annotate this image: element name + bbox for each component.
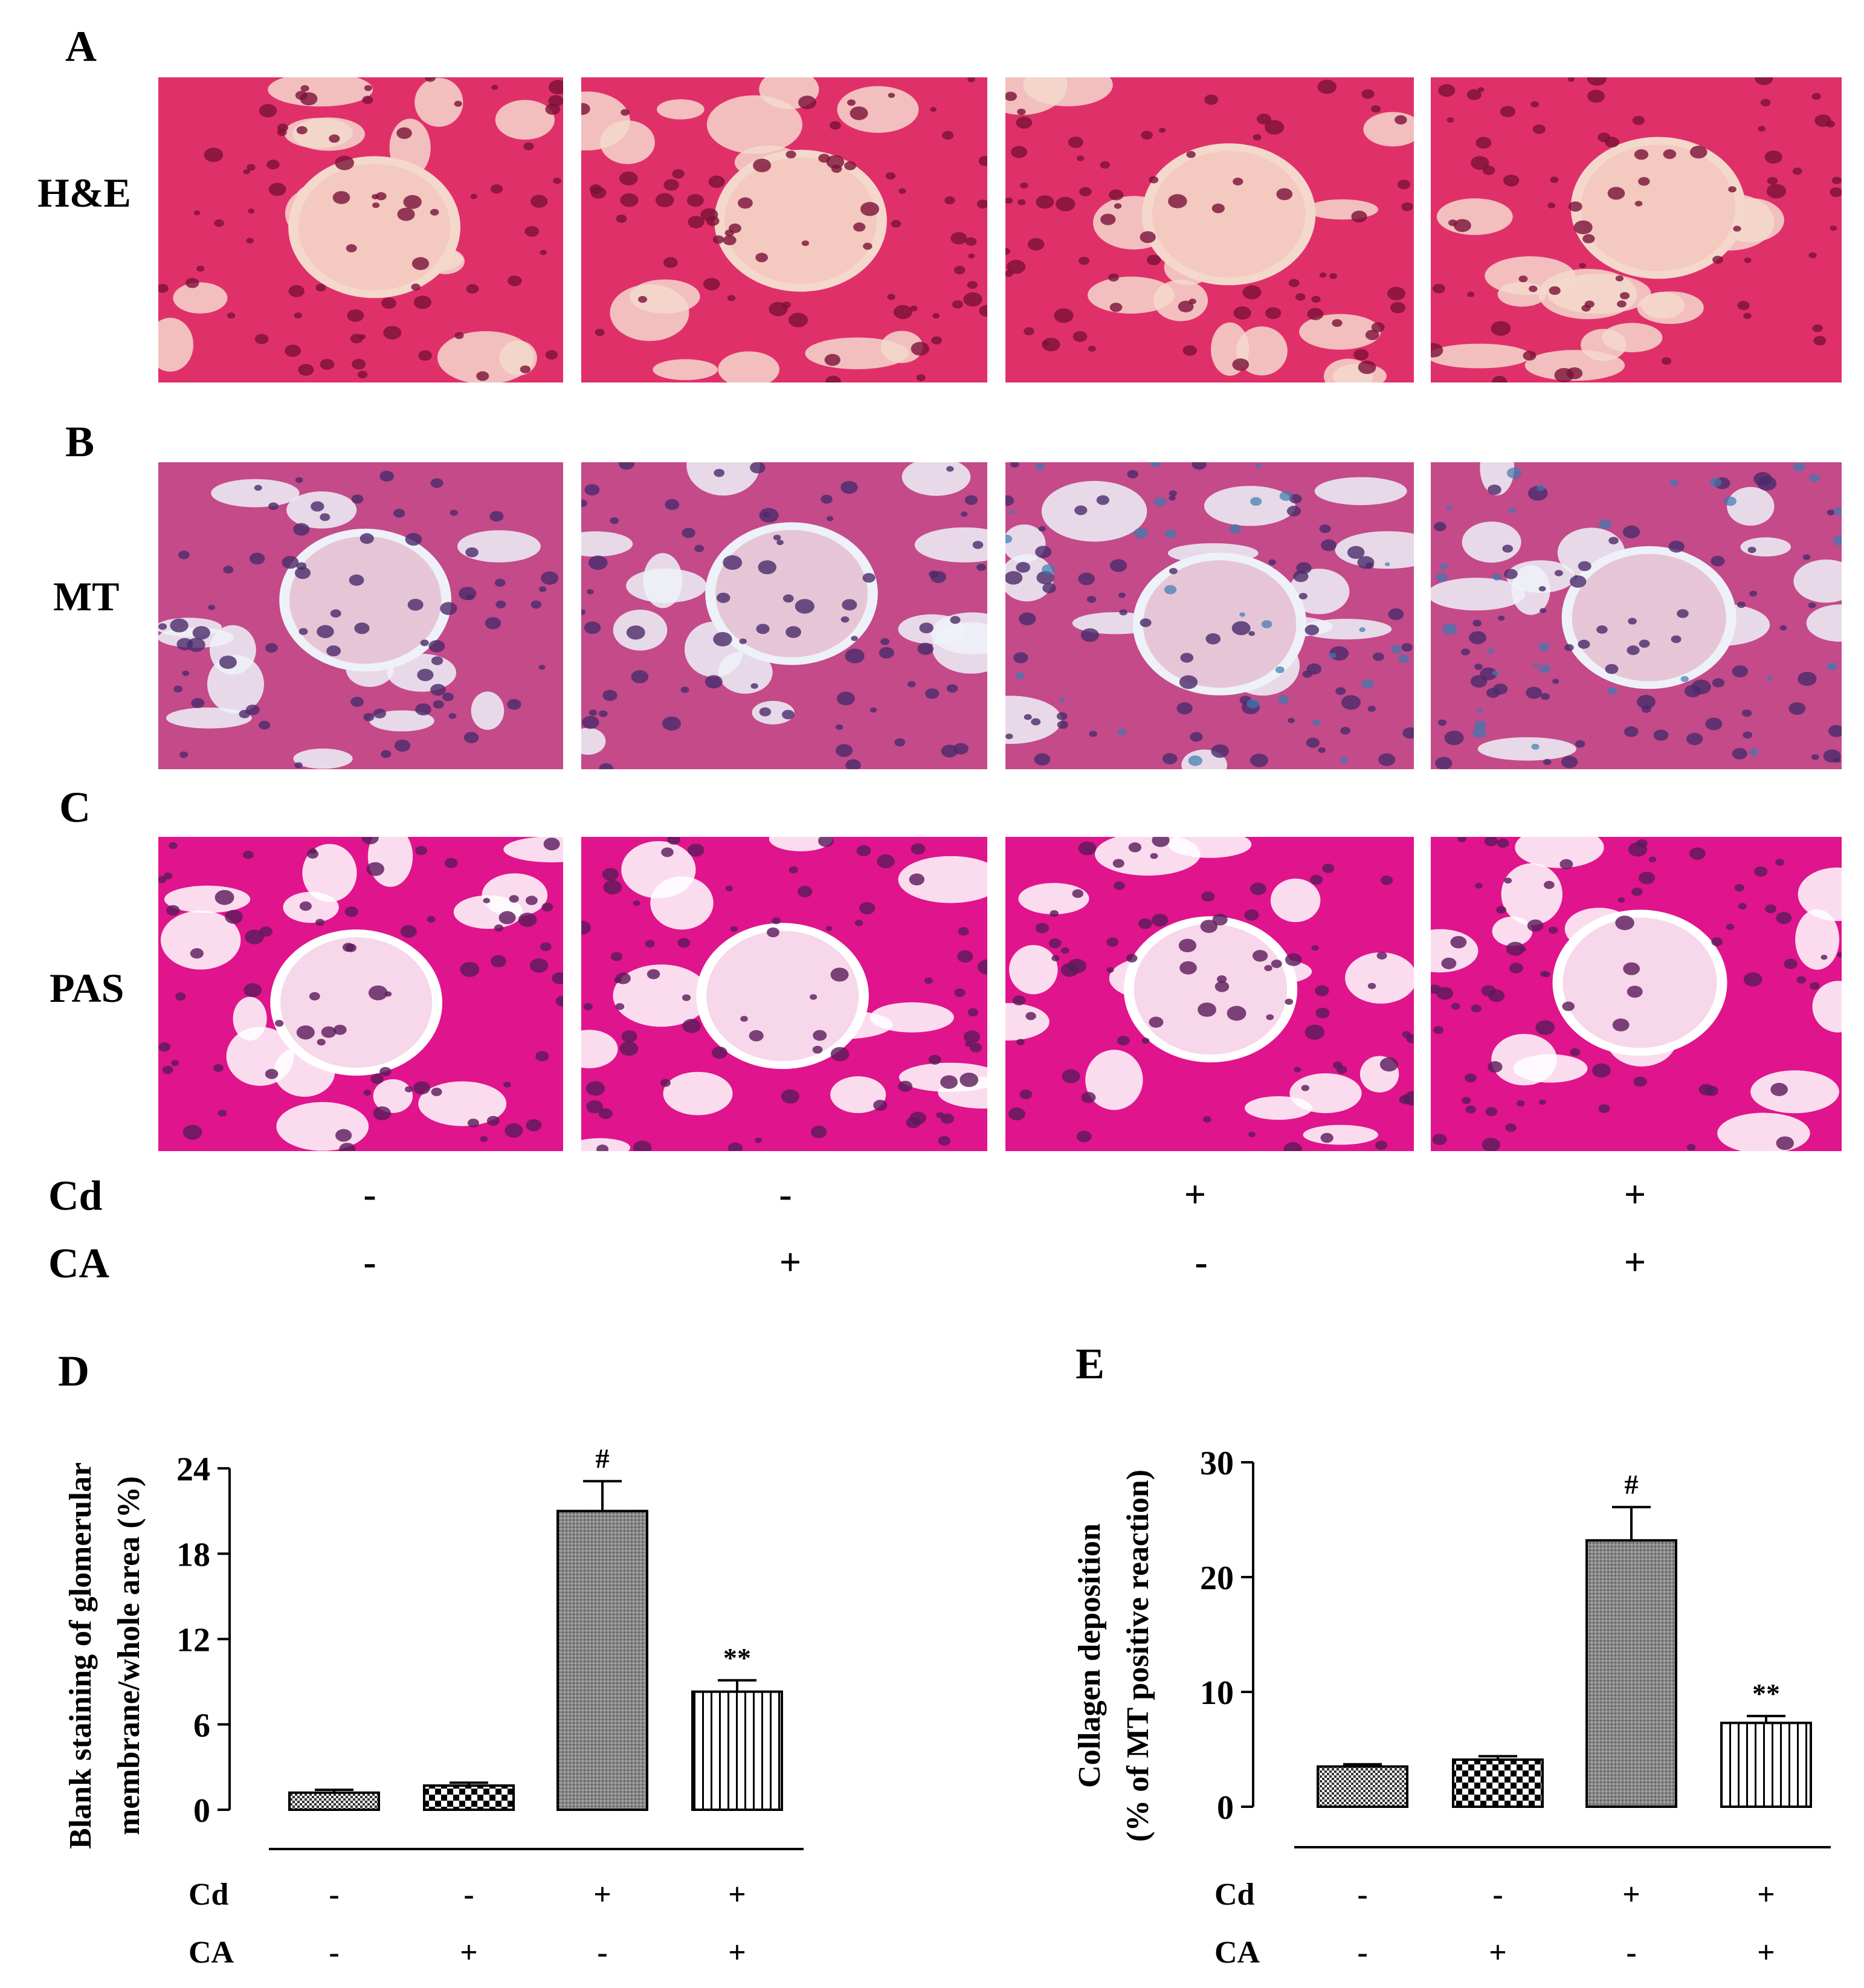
treatment-sign: - [363, 1241, 376, 1283]
panel-letter-c: C [59, 783, 91, 831]
mt-1-micrograph [158, 462, 563, 769]
treatment-sign: - [363, 1173, 376, 1216]
significance-label: ** [723, 1642, 751, 1673]
treatment-label: CA [189, 1935, 234, 1970]
stain-label-he: H&E [37, 170, 131, 216]
treatment-sign: - [1492, 1877, 1503, 1912]
treatment-sign: - [1626, 1935, 1636, 1970]
y-tick-label: 0 [193, 1792, 210, 1830]
treatment-sign: + [1489, 1935, 1507, 1970]
treatment-sign: + [1624, 1173, 1646, 1216]
treatment-label: Cd [189, 1877, 229, 1912]
y-tick-label: 20 [1200, 1560, 1234, 1597]
stain-label-pas: PAS [50, 965, 124, 1011]
treatment-sign: + [1757, 1935, 1775, 1970]
bar [1452, 1758, 1544, 1808]
he-4-micrograph [1431, 77, 1842, 382]
panel-letter-d: D [58, 1347, 89, 1395]
treatment-sign: - [463, 1877, 474, 1912]
y-tick-label: 0 [1217, 1789, 1234, 1827]
treatment-sign: + [460, 1935, 478, 1970]
bar [1585, 1539, 1677, 1808]
bar [1720, 1722, 1812, 1808]
treatment-sign: - [1357, 1877, 1367, 1912]
y-tick-label: 24 [176, 1451, 210, 1488]
treatment-sign: + [1624, 1241, 1646, 1283]
treatment-sign: - [1357, 1935, 1367, 1970]
significance-label: # [596, 1443, 610, 1474]
mt-4-micrograph [1431, 462, 1842, 769]
mt-2-micrograph [581, 462, 987, 769]
treatment-sign: + [1757, 1877, 1775, 1912]
treatment-sign: + [1622, 1877, 1640, 1912]
pas-2-micrograph [581, 837, 987, 1151]
bar [691, 1690, 783, 1812]
bar [556, 1509, 648, 1811]
significance-label: # [1625, 1469, 1639, 1500]
bar [423, 1784, 515, 1812]
significance-label: ** [1752, 1678, 1780, 1709]
treatment-sign: + [593, 1877, 611, 1912]
treatment-label: Cd [1214, 1877, 1255, 1912]
he-2-micrograph [581, 77, 987, 382]
y-tick-label: 6 [193, 1707, 210, 1744]
panel-letter-b: B [65, 418, 95, 466]
treatment-sign: + [728, 1935, 746, 1970]
chart-e: 0 10 20 30 Collagen deposition (% of MT posit… [1072, 1445, 1831, 1970]
y-axis-label: membrane/whole area (%) [112, 1476, 146, 1835]
y-axis-label: Blank staining of glomerular [63, 1462, 98, 1849]
treatment-label-cd: Cd [48, 1173, 103, 1219]
he-3-micrograph [1005, 77, 1414, 382]
panel-letter-a: A [65, 22, 97, 71]
chart-d: 0 6 12 18 24 Blank staining of glomerular memb… [63, 1443, 804, 1970]
treatment-sign: - [1195, 1241, 1208, 1283]
y-tick-label: 10 [1200, 1674, 1234, 1712]
y-axis-label: (% of MT positive reaction) [1121, 1470, 1155, 1842]
pas-1-micrograph [158, 837, 563, 1151]
mt-3-micrograph [1005, 462, 1414, 769]
bar [288, 1791, 380, 1811]
treatment-sign: + [728, 1877, 746, 1912]
treatment-sign: + [1184, 1173, 1207, 1216]
pas-3-micrograph [1005, 837, 1414, 1151]
he-1-micrograph [158, 77, 563, 382]
treatment-sign: - [329, 1935, 339, 1970]
bar [1317, 1765, 1408, 1808]
panel-letter-e: E [1076, 1340, 1105, 1388]
stain-label-mt: MT [53, 573, 120, 619]
treatment-label-ca: CA [48, 1241, 110, 1287]
treatment-sign: - [329, 1877, 339, 1912]
y-tick-label: 18 [176, 1536, 210, 1573]
treatment-sign: - [597, 1935, 607, 1970]
y-axis-label: Collagen deposition [1072, 1523, 1107, 1788]
y-tick-label: 30 [1200, 1445, 1234, 1482]
y-tick-label: 12 [176, 1622, 210, 1659]
pas-4-micrograph [1431, 837, 1842, 1151]
treatment-label: CA [1214, 1935, 1260, 1970]
treatment-sign: - [779, 1173, 792, 1216]
treatment-sign: + [779, 1241, 802, 1283]
